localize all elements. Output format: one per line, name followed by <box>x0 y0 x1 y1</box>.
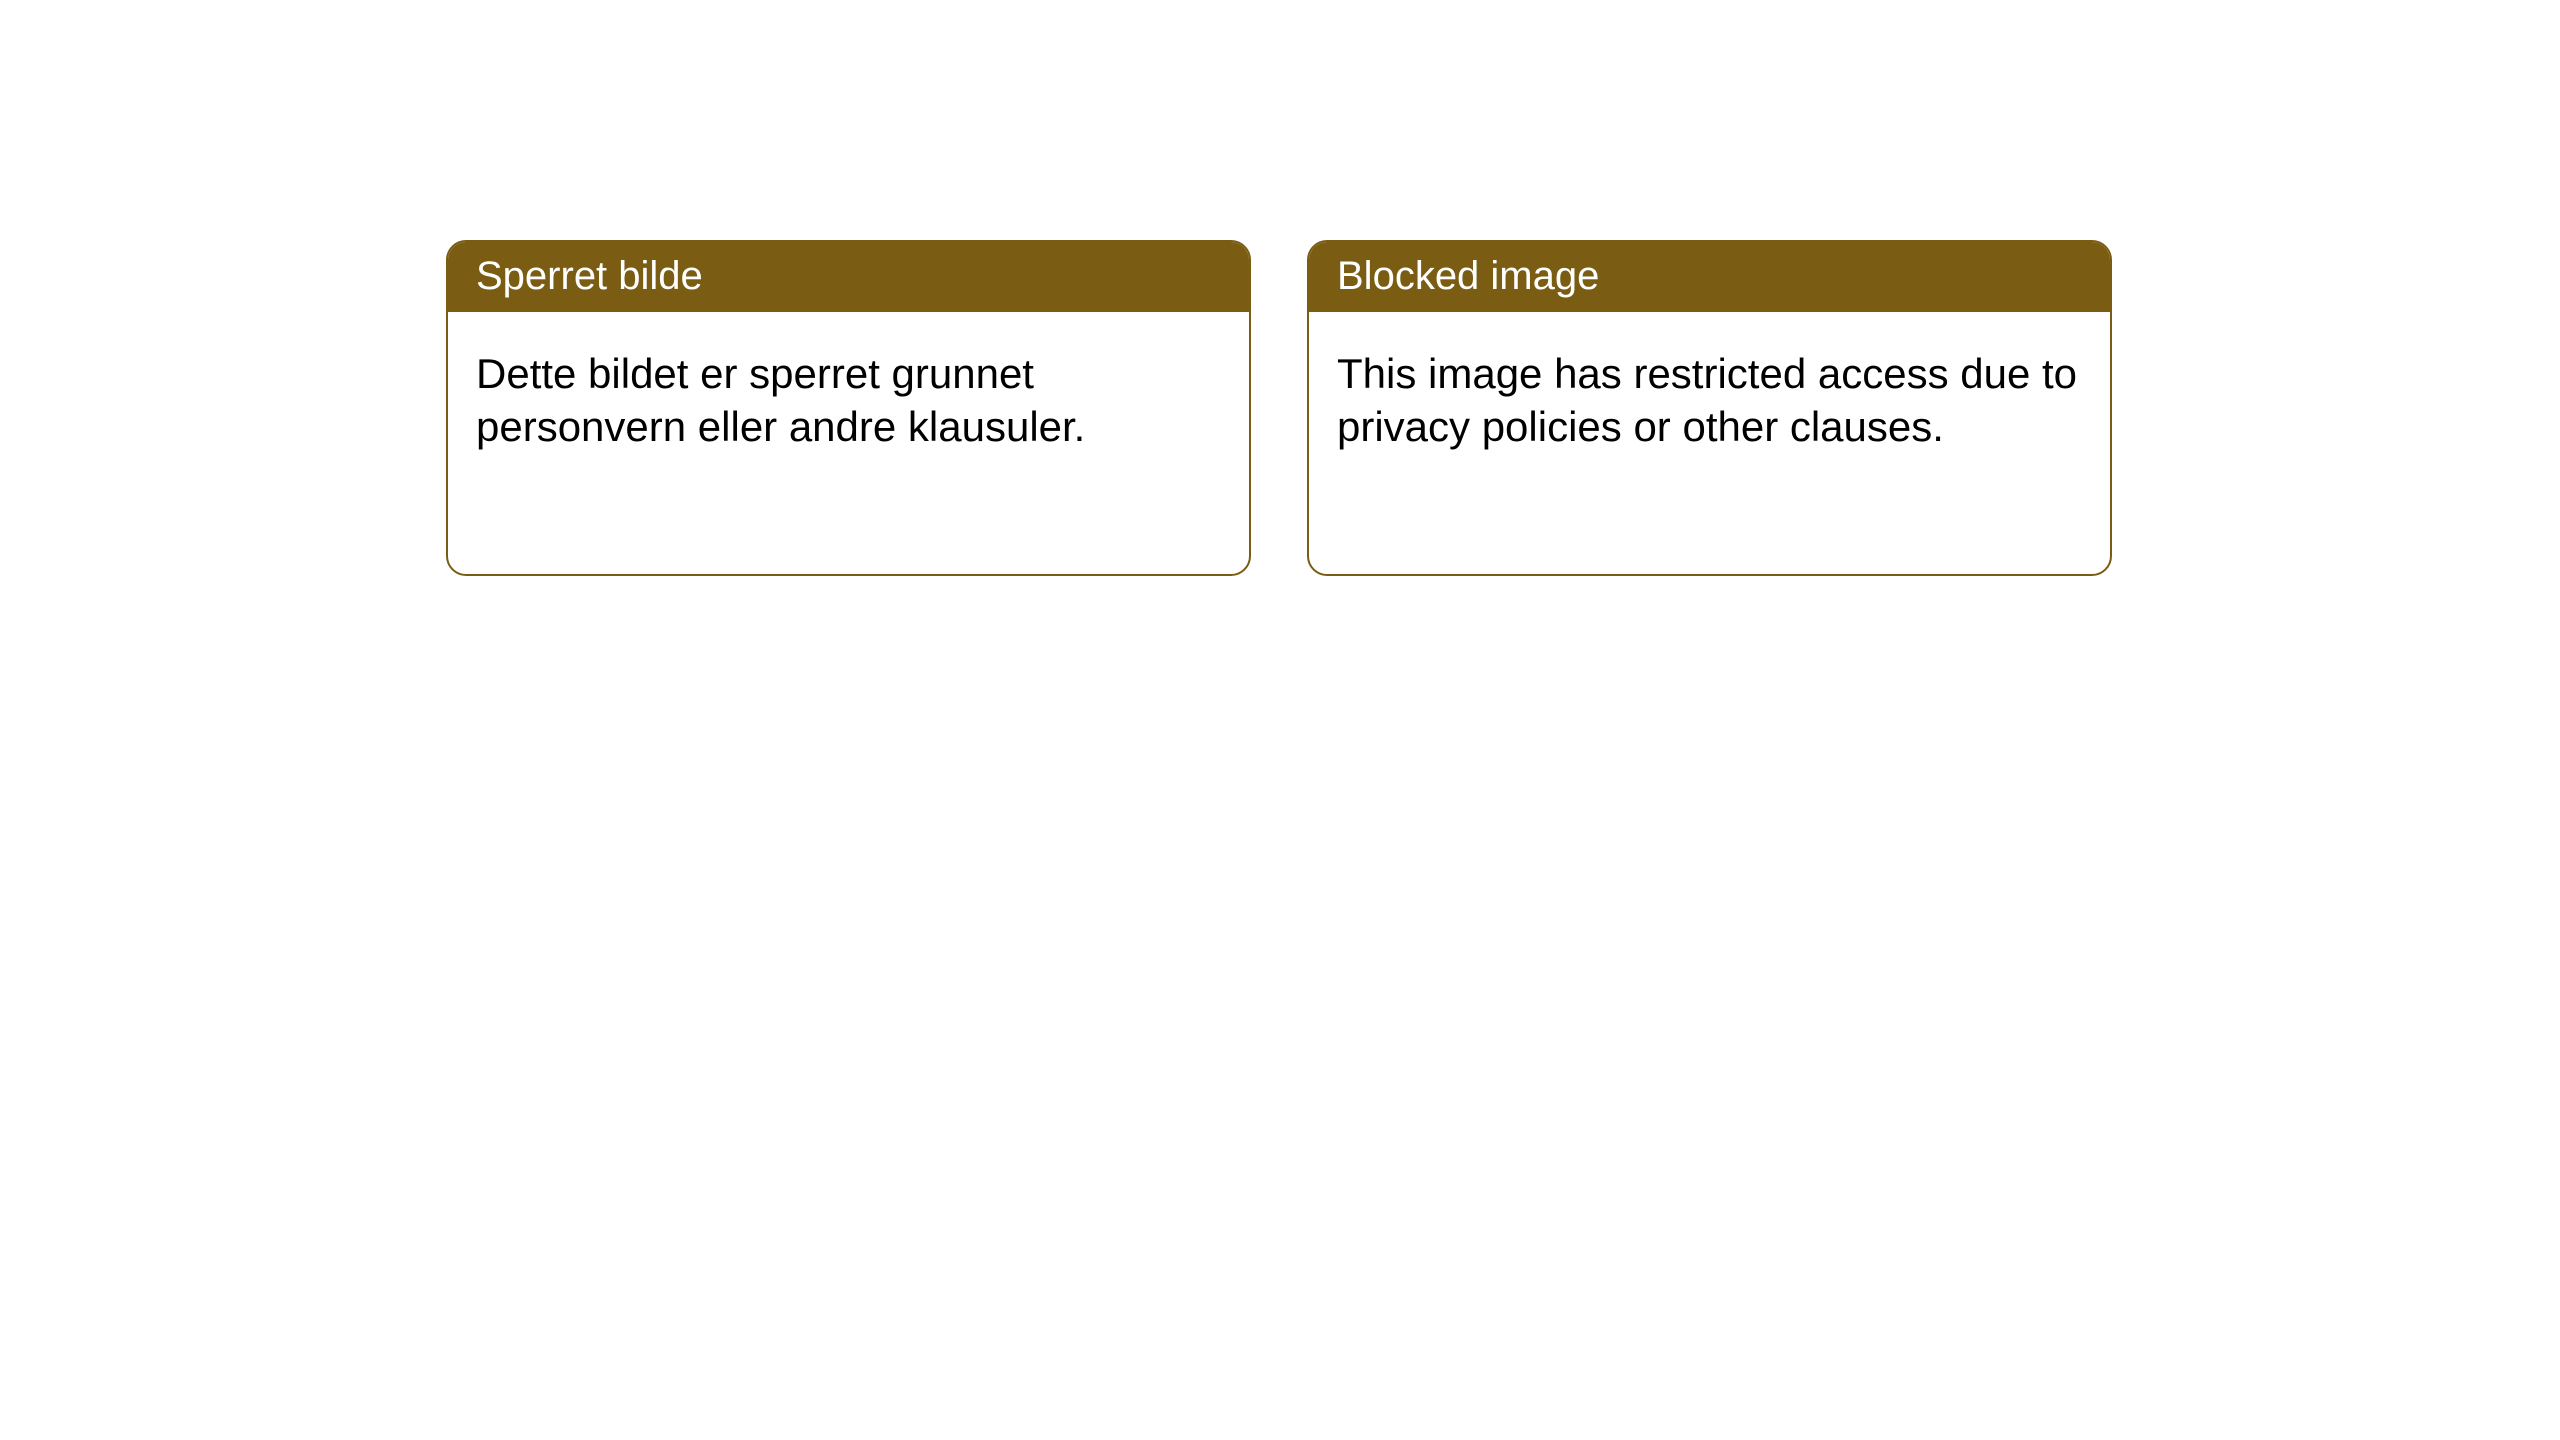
notice-body-english: This image has restricted access due to … <box>1309 312 2110 489</box>
notice-title-english: Blocked image <box>1309 242 2110 312</box>
notice-container: Sperret bilde Dette bildet er sperret gr… <box>0 0 2560 576</box>
notice-card-norwegian: Sperret bilde Dette bildet er sperret gr… <box>446 240 1251 576</box>
notice-body-norwegian: Dette bildet er sperret grunnet personve… <box>448 312 1249 489</box>
notice-card-english: Blocked image This image has restricted … <box>1307 240 2112 576</box>
notice-title-norwegian: Sperret bilde <box>448 242 1249 312</box>
